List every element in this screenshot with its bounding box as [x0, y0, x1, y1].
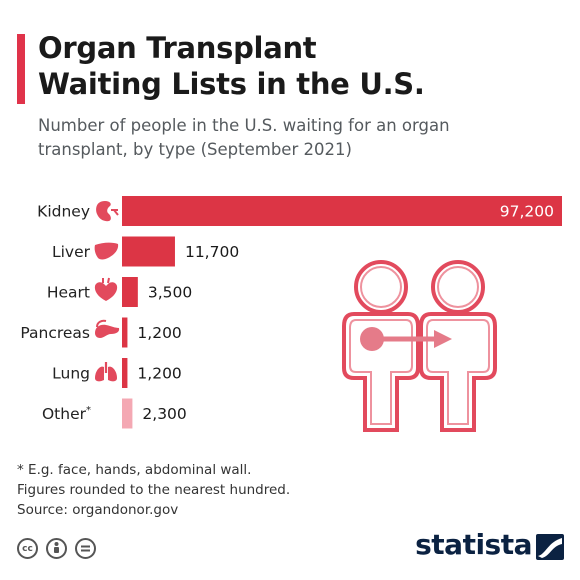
statista-logo-icon[interactable]: [536, 534, 564, 560]
bar-lung: [122, 358, 128, 388]
category-label: Kidney: [37, 203, 90, 221]
pancreas-icon: [95, 319, 120, 338]
title-line-1: Organ Transplant: [38, 31, 317, 65]
person-right-icon: [419, 260, 497, 432]
value-label: 2,300: [142, 405, 186, 423]
bar-kidney: [122, 196, 562, 226]
bars-layer: Kidney 97,200 Liver 11,700 Heart 3,500 Pancrea…: [20, 196, 562, 429]
subtitle-line-1: Number of people in the U.S. waiting for…: [38, 116, 450, 135]
value-label: 1,200: [137, 365, 181, 383]
lung-icon: [95, 362, 117, 382]
value-label: 1,200: [137, 324, 181, 342]
value-label: 11,700: [185, 243, 239, 261]
liver-icon: [94, 242, 119, 260]
category-label: Heart: [47, 284, 90, 302]
person-left-icon: [342, 260, 420, 432]
page-title: Organ Transplant Waiting Lists in the U.…: [38, 30, 425, 102]
subtitle-line-2: transplant, by type (September 2021): [38, 140, 352, 159]
footnote-rounding: Figures rounded to the nearest hundred.: [17, 482, 291, 498]
transfer-arrow-head: [434, 330, 452, 348]
no-derivatives-icon[interactable]: [75, 538, 96, 559]
license-icons: cc: [17, 538, 96, 559]
kidney-icon: [96, 201, 119, 222]
bar-pancreas: [122, 317, 128, 348]
category-label: Liver: [52, 243, 91, 261]
value-label: 3,500: [148, 284, 192, 302]
transplant-illustration: [342, 260, 497, 432]
title-line-2: Waiting Lists in the U.S.: [38, 67, 425, 101]
attribution-icon[interactable]: [46, 538, 67, 559]
statista-wordmark[interactable]: statista: [415, 528, 532, 561]
bar-liver: [122, 236, 175, 267]
category-label: Other*: [42, 405, 91, 423]
heart-icon: [94, 277, 118, 301]
category-label: Lung: [52, 365, 90, 383]
bar-other: [122, 398, 133, 429]
value-label: 97,200: [500, 203, 554, 221]
bar-heart: [122, 277, 138, 307]
category-label: Pancreas: [20, 324, 90, 342]
footnote-source: Source: organdonor.gov: [17, 502, 179, 518]
organ-dot: [360, 327, 384, 351]
cc-icon[interactable]: cc: [17, 538, 38, 559]
footnote-other: * E.g. face, hands, abdominal wall.: [17, 462, 252, 478]
title-accent-bar: [17, 34, 25, 104]
footnotes: * E.g. face, hands, abdominal wall. Figu…: [17, 460, 290, 520]
subtitle: Number of people in the U.S. waiting for…: [38, 114, 568, 162]
